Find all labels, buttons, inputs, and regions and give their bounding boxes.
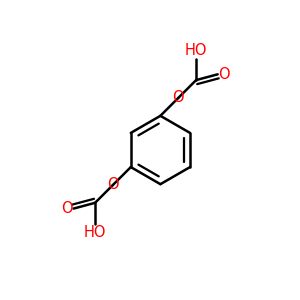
Text: O: O [218, 67, 230, 82]
Text: HO: HO [185, 43, 207, 58]
Text: HO: HO [84, 225, 106, 240]
Text: O: O [61, 201, 73, 216]
Text: O: O [107, 178, 119, 193]
Text: O: O [172, 91, 184, 106]
